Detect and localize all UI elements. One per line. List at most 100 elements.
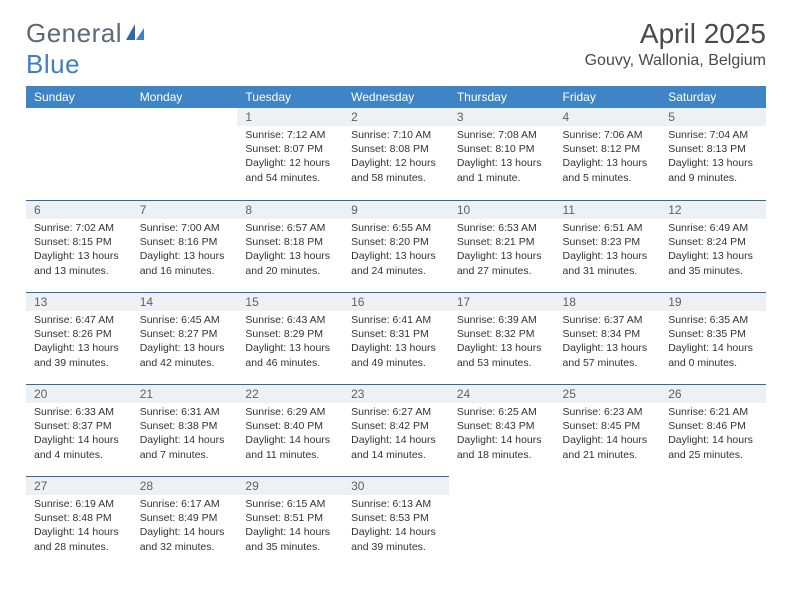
- sunset-text: Sunset: 8:49 PM: [140, 511, 230, 525]
- sunrise-text: Sunrise: 6:45 AM: [140, 313, 230, 327]
- sunset-text: Sunset: 8:27 PM: [140, 327, 230, 341]
- sunset-text: Sunset: 8:16 PM: [140, 235, 230, 249]
- day-details: Sunrise: 6:25 AMSunset: 8:43 PMDaylight:…: [449, 403, 555, 466]
- weekday-header: Wednesday: [343, 86, 449, 108]
- calendar-day-cell: [449, 476, 555, 568]
- sunrise-text: Sunrise: 7:04 AM: [668, 128, 758, 142]
- calendar-day-cell: 20Sunrise: 6:33 AMSunset: 8:37 PMDayligh…: [26, 384, 132, 476]
- daylight-text: Daylight: 13 hours and 42 minutes.: [140, 341, 230, 369]
- day-number: 4: [555, 108, 661, 126]
- sunset-text: Sunset: 8:38 PM: [140, 419, 230, 433]
- calendar-day-cell: [555, 476, 661, 568]
- day-number: 20: [26, 384, 132, 403]
- sunset-text: Sunset: 8:31 PM: [351, 327, 441, 341]
- calendar-day-cell: 9Sunrise: 6:55 AMSunset: 8:20 PMDaylight…: [343, 200, 449, 292]
- day-number: 18: [555, 292, 661, 311]
- day-details: Sunrise: 6:39 AMSunset: 8:32 PMDaylight:…: [449, 311, 555, 374]
- weekday-header: Monday: [132, 86, 238, 108]
- sunset-text: Sunset: 8:37 PM: [34, 419, 124, 433]
- daylight-text: Daylight: 13 hours and 31 minutes.: [563, 249, 653, 277]
- day-number: 25: [555, 384, 661, 403]
- calendar-day-cell: 27Sunrise: 6:19 AMSunset: 8:48 PMDayligh…: [26, 476, 132, 568]
- sunset-text: Sunset: 8:18 PM: [245, 235, 335, 249]
- weekday-header: Saturday: [660, 86, 766, 108]
- calendar-day-cell: 5Sunrise: 7:04 AMSunset: 8:13 PMDaylight…: [660, 108, 766, 200]
- sunrise-text: Sunrise: 6:21 AM: [668, 405, 758, 419]
- day-details: Sunrise: 6:31 AMSunset: 8:38 PMDaylight:…: [132, 403, 238, 466]
- day-number: 22: [237, 384, 343, 403]
- day-details: Sunrise: 6:13 AMSunset: 8:53 PMDaylight:…: [343, 495, 449, 558]
- day-details: Sunrise: 7:06 AMSunset: 8:12 PMDaylight:…: [555, 126, 661, 189]
- sunset-text: Sunset: 8:53 PM: [351, 511, 441, 525]
- day-number: 3: [449, 108, 555, 126]
- daylight-text: Daylight: 14 hours and 7 minutes.: [140, 433, 230, 461]
- day-details: Sunrise: 6:49 AMSunset: 8:24 PMDaylight:…: [660, 219, 766, 282]
- daylight-text: Daylight: 12 hours and 54 minutes.: [245, 156, 335, 184]
- daylight-text: Daylight: 14 hours and 0 minutes.: [668, 341, 758, 369]
- day-details: Sunrise: 7:04 AMSunset: 8:13 PMDaylight:…: [660, 126, 766, 189]
- sunrise-text: Sunrise: 6:55 AM: [351, 221, 441, 235]
- sunset-text: Sunset: 8:24 PM: [668, 235, 758, 249]
- sunset-text: Sunset: 8:29 PM: [245, 327, 335, 341]
- month-title: April 2025: [585, 18, 766, 50]
- day-details: Sunrise: 6:57 AMSunset: 8:18 PMDaylight:…: [237, 219, 343, 282]
- sunrise-text: Sunrise: 6:35 AM: [668, 313, 758, 327]
- day-number: 23: [343, 384, 449, 403]
- sunrise-text: Sunrise: 7:12 AM: [245, 128, 335, 142]
- day-details: Sunrise: 6:21 AMSunset: 8:46 PMDaylight:…: [660, 403, 766, 466]
- calendar-day-cell: 18Sunrise: 6:37 AMSunset: 8:34 PMDayligh…: [555, 292, 661, 384]
- calendar-day-cell: 7Sunrise: 7:00 AMSunset: 8:16 PMDaylight…: [132, 200, 238, 292]
- daylight-text: Daylight: 12 hours and 58 minutes.: [351, 156, 441, 184]
- weekday-header: Thursday: [449, 86, 555, 108]
- calendar-day-cell: 8Sunrise: 6:57 AMSunset: 8:18 PMDaylight…: [237, 200, 343, 292]
- day-details: Sunrise: 6:15 AMSunset: 8:51 PMDaylight:…: [237, 495, 343, 558]
- page-header: General Blue April 2025 Gouvy, Wallonia,…: [26, 18, 766, 80]
- calendar-day-cell: 3Sunrise: 7:08 AMSunset: 8:10 PMDaylight…: [449, 108, 555, 200]
- sunrise-text: Sunrise: 6:27 AM: [351, 405, 441, 419]
- calendar-day-cell: 28Sunrise: 6:17 AMSunset: 8:49 PMDayligh…: [132, 476, 238, 568]
- sunset-text: Sunset: 8:45 PM: [563, 419, 653, 433]
- day-details: Sunrise: 6:33 AMSunset: 8:37 PMDaylight:…: [26, 403, 132, 466]
- sunrise-text: Sunrise: 7:10 AM: [351, 128, 441, 142]
- calendar-day-cell: 2Sunrise: 7:10 AMSunset: 8:08 PMDaylight…: [343, 108, 449, 200]
- day-details: Sunrise: 6:37 AMSunset: 8:34 PMDaylight:…: [555, 311, 661, 374]
- calendar-table: Sunday Monday Tuesday Wednesday Thursday…: [26, 86, 766, 568]
- day-number: 26: [660, 384, 766, 403]
- day-number: 8: [237, 200, 343, 219]
- sunrise-text: Sunrise: 6:53 AM: [457, 221, 547, 235]
- daylight-text: Daylight: 14 hours and 39 minutes.: [351, 525, 441, 553]
- calendar-week-row: 20Sunrise: 6:33 AMSunset: 8:37 PMDayligh…: [26, 384, 766, 476]
- day-number: 30: [343, 476, 449, 495]
- daylight-text: Daylight: 14 hours and 28 minutes.: [34, 525, 124, 553]
- sunset-text: Sunset: 8:42 PM: [351, 419, 441, 433]
- sunrise-text: Sunrise: 7:08 AM: [457, 128, 547, 142]
- sunrise-text: Sunrise: 7:00 AM: [140, 221, 230, 235]
- daylight-text: Daylight: 13 hours and 35 minutes.: [668, 249, 758, 277]
- day-details: Sunrise: 6:35 AMSunset: 8:35 PMDaylight:…: [660, 311, 766, 374]
- sunrise-text: Sunrise: 6:25 AM: [457, 405, 547, 419]
- sunrise-text: Sunrise: 6:29 AM: [245, 405, 335, 419]
- sunrise-text: Sunrise: 6:37 AM: [563, 313, 653, 327]
- daylight-text: Daylight: 13 hours and 39 minutes.: [34, 341, 124, 369]
- daylight-text: Daylight: 14 hours and 11 minutes.: [245, 433, 335, 461]
- sunrise-text: Sunrise: 7:06 AM: [563, 128, 653, 142]
- day-details: Sunrise: 6:53 AMSunset: 8:21 PMDaylight:…: [449, 219, 555, 282]
- sunrise-text: Sunrise: 6:23 AM: [563, 405, 653, 419]
- day-number: 2: [343, 108, 449, 126]
- daylight-text: Daylight: 13 hours and 5 minutes.: [563, 156, 653, 184]
- calendar-day-cell: 21Sunrise: 6:31 AMSunset: 8:38 PMDayligh…: [132, 384, 238, 476]
- calendar-day-cell: 17Sunrise: 6:39 AMSunset: 8:32 PMDayligh…: [449, 292, 555, 384]
- daylight-text: Daylight: 13 hours and 9 minutes.: [668, 156, 758, 184]
- daylight-text: Daylight: 13 hours and 27 minutes.: [457, 249, 547, 277]
- day-details: Sunrise: 6:41 AMSunset: 8:31 PMDaylight:…: [343, 311, 449, 374]
- day-details: Sunrise: 6:23 AMSunset: 8:45 PMDaylight:…: [555, 403, 661, 466]
- weekday-header: Sunday: [26, 86, 132, 108]
- daylight-text: Daylight: 14 hours and 35 minutes.: [245, 525, 335, 553]
- daylight-text: Daylight: 13 hours and 13 minutes.: [34, 249, 124, 277]
- calendar-day-cell: 16Sunrise: 6:41 AMSunset: 8:31 PMDayligh…: [343, 292, 449, 384]
- daylight-text: Daylight: 13 hours and 20 minutes.: [245, 249, 335, 277]
- sunrise-text: Sunrise: 6:17 AM: [140, 497, 230, 511]
- calendar-day-cell: 15Sunrise: 6:43 AMSunset: 8:29 PMDayligh…: [237, 292, 343, 384]
- daylight-text: Daylight: 13 hours and 53 minutes.: [457, 341, 547, 369]
- sunset-text: Sunset: 8:10 PM: [457, 142, 547, 156]
